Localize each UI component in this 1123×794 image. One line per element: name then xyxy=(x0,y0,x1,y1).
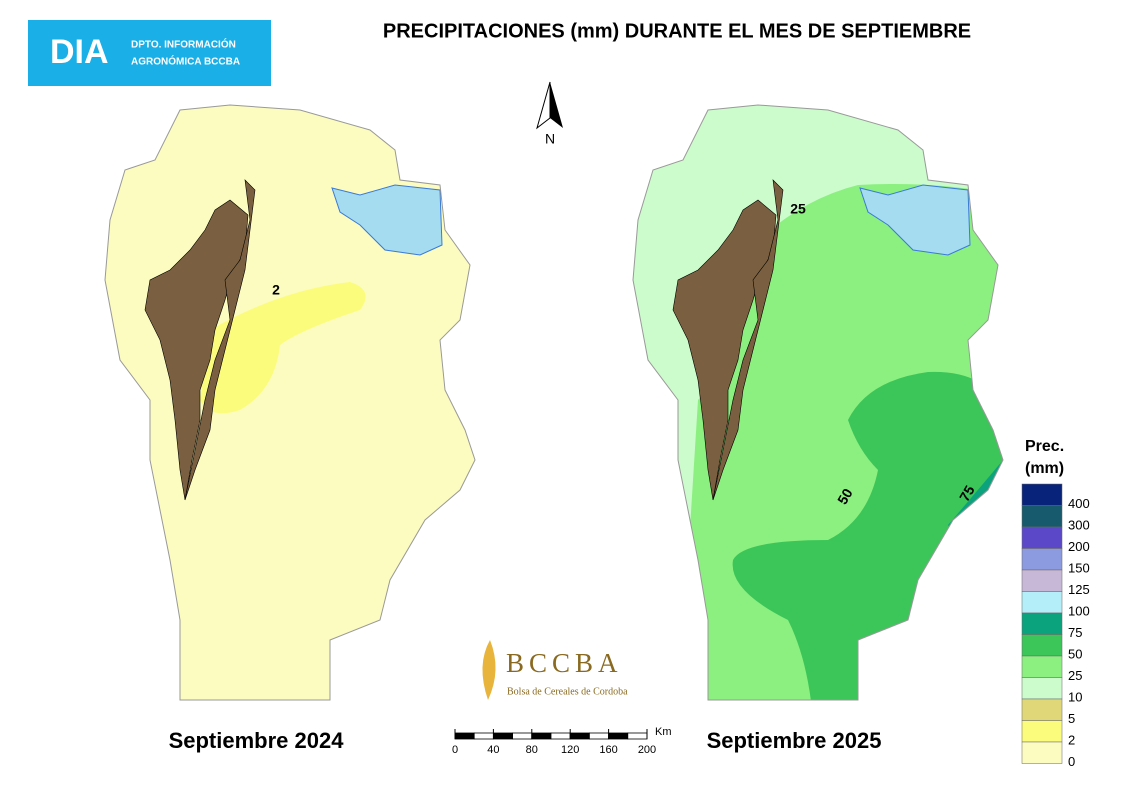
scale-segment xyxy=(473,732,494,740)
legend-label: 25 xyxy=(1068,668,1082,683)
legend-swatch xyxy=(1021,526,1063,549)
scale-label: 160 xyxy=(599,744,617,756)
north-arrow xyxy=(550,82,563,128)
province-outline xyxy=(104,104,476,701)
logo-line: DPTO. INFORMACIÓN xyxy=(131,38,236,51)
bccba-subtitle: Bolsa de Cereales de Cordoba xyxy=(507,686,628,697)
scale-segment xyxy=(492,732,513,740)
north-label: N xyxy=(545,131,555,147)
contour-label: 2 xyxy=(272,282,280,298)
lake xyxy=(331,184,443,256)
logo-line: AGRONÓMICA BCCBA xyxy=(131,55,240,68)
legend-swatch xyxy=(1021,677,1063,700)
legend-label: 125 xyxy=(1068,582,1090,597)
legend-title: (mm) xyxy=(1025,460,1064,477)
contour-label: 25 xyxy=(790,201,806,217)
legend-label: 100 xyxy=(1068,603,1090,618)
scale-segment xyxy=(531,732,552,740)
scale-segment xyxy=(608,732,629,740)
scale-unit: Km xyxy=(655,726,672,738)
mountains xyxy=(712,179,784,501)
north-arrow xyxy=(536,81,551,130)
mountains xyxy=(184,179,256,501)
scale-label: 80 xyxy=(526,744,538,756)
logo-abbr: DIA xyxy=(50,33,109,71)
legend-label: 0 xyxy=(1068,754,1075,769)
legend-label: 5 xyxy=(1068,711,1075,726)
scale-label: 120 xyxy=(561,744,579,756)
scale-segment xyxy=(627,732,648,740)
legend-label: 200 xyxy=(1068,539,1090,554)
bccba-logo: BCCBA Bolsa de Cereales de Cordoba xyxy=(482,640,628,700)
bccba-name: BCCBA xyxy=(506,648,623,678)
scale-segment xyxy=(454,732,475,740)
scale-segment xyxy=(512,732,533,740)
legend-swatch xyxy=(1021,612,1063,635)
contour-label: 50 xyxy=(834,485,856,507)
scale-segment xyxy=(569,732,590,740)
title: PRECIPITACIONES (mm) DURANTE EL MES DE S… xyxy=(383,20,971,42)
map-label: Septiembre 2025 xyxy=(707,728,882,753)
contour-label: 75 xyxy=(956,482,978,504)
legend-label: 150 xyxy=(1068,560,1090,575)
precip-zone xyxy=(200,282,366,414)
legend-swatch xyxy=(1021,483,1063,506)
scale-segment xyxy=(550,732,571,740)
legend-swatch xyxy=(1021,698,1063,721)
legend-swatch xyxy=(1021,548,1063,571)
legend-label: 75 xyxy=(1068,625,1082,640)
legend-label: 2 xyxy=(1068,732,1075,747)
legend-title: Prec. xyxy=(1025,438,1064,455)
wheat-icon xyxy=(482,640,496,700)
map-2025 xyxy=(633,105,1003,700)
legend-label: 10 xyxy=(1068,689,1082,704)
legend-swatch xyxy=(1021,655,1063,678)
province-outline xyxy=(632,104,1004,701)
scale-label: 0 xyxy=(452,744,458,756)
legend: Prec. (mm) 400 300 200 150 125 100 75 50 25 10 5 2 0 xyxy=(1021,438,1090,769)
logo-box xyxy=(28,20,271,86)
legend-swatch xyxy=(1021,591,1063,614)
legend-swatch xyxy=(1021,741,1063,764)
scale-label: 200 xyxy=(638,744,656,756)
legend-label: 400 xyxy=(1068,496,1090,511)
legend-swatch xyxy=(1021,720,1063,743)
legend-swatch xyxy=(1021,505,1063,528)
scale-segment xyxy=(589,732,610,740)
legend-label: 50 xyxy=(1068,646,1082,661)
legend-swatch xyxy=(1021,634,1063,657)
scale-label: 40 xyxy=(487,744,499,756)
lake xyxy=(859,184,971,256)
legend-label: 300 xyxy=(1068,517,1090,532)
map-label: Septiembre 2024 xyxy=(169,728,345,753)
legend-swatch xyxy=(1021,569,1063,592)
scale-bar: 0 40 80 120 160 200 Km xyxy=(452,726,672,756)
